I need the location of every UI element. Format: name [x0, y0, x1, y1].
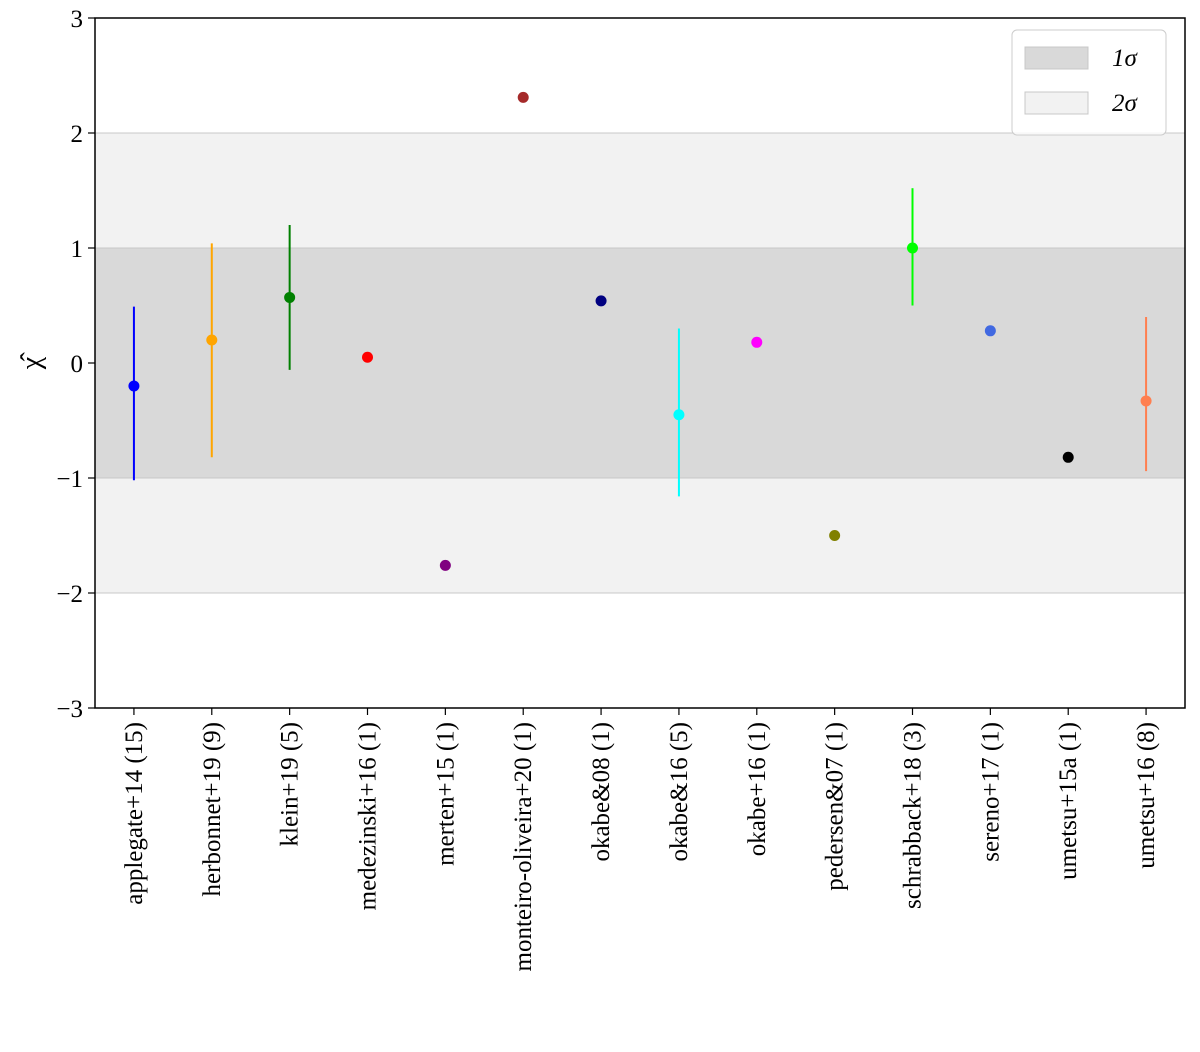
x-tick-label: merten+15 (1) — [432, 722, 459, 866]
x-tick-label: herbonnet+19 (9) — [199, 722, 226, 896]
point — [517, 91, 529, 103]
x-tick-label: sereno+17 (1) — [977, 722, 1004, 862]
point — [284, 291, 296, 303]
sigma-band — [95, 248, 1185, 478]
point — [128, 380, 140, 392]
point — [439, 559, 451, 571]
x-tick-label: pedersen&07 (1) — [822, 722, 849, 891]
y-tick-label: 1 — [71, 236, 84, 263]
y-tick-label: 3 — [71, 6, 84, 33]
x-tick-label: klein+19 (5) — [277, 722, 304, 847]
legend-box — [1011, 29, 1167, 136]
x-tick-label: schrabback+18 (3) — [900, 722, 927, 909]
point — [362, 351, 373, 363]
y-tick-label: 0 — [71, 351, 84, 378]
point — [206, 334, 218, 346]
point — [751, 336, 763, 348]
x-tick-label: monteiro-oliveira+20 (1) — [510, 722, 537, 971]
x-tick-label: medezinski+16 (1) — [355, 722, 382, 910]
x-tick-label: applegate+14 (15) — [121, 722, 148, 905]
legend-label: 1σ — [1112, 45, 1139, 72]
point — [1062, 451, 1074, 463]
x-tick-label: okabe+16 (1) — [744, 722, 771, 856]
legend-swatch — [1024, 46, 1089, 70]
point — [829, 530, 841, 541]
x-tick-label: okabe&16 (5) — [666, 722, 693, 862]
y-tick-label: −2 — [56, 581, 83, 608]
y-tick-label: 2 — [71, 121, 84, 148]
y-axis-label: χ̂ — [16, 352, 47, 370]
y-tick-label: −1 — [56, 466, 83, 493]
x-tick-label: umetsu+15a (1) — [1055, 722, 1082, 880]
point — [1140, 395, 1152, 407]
point — [907, 242, 918, 254]
legend-swatch — [1024, 91, 1089, 115]
point — [673, 409, 685, 421]
y-tick-label: −3 — [56, 696, 83, 723]
x-tick-label: umetsu+16 (8) — [1133, 722, 1160, 869]
x-tick-label: okabe&08 (1) — [588, 722, 615, 862]
point — [595, 295, 607, 307]
legend-label: 2σ — [1112, 90, 1139, 117]
point — [984, 325, 996, 337]
